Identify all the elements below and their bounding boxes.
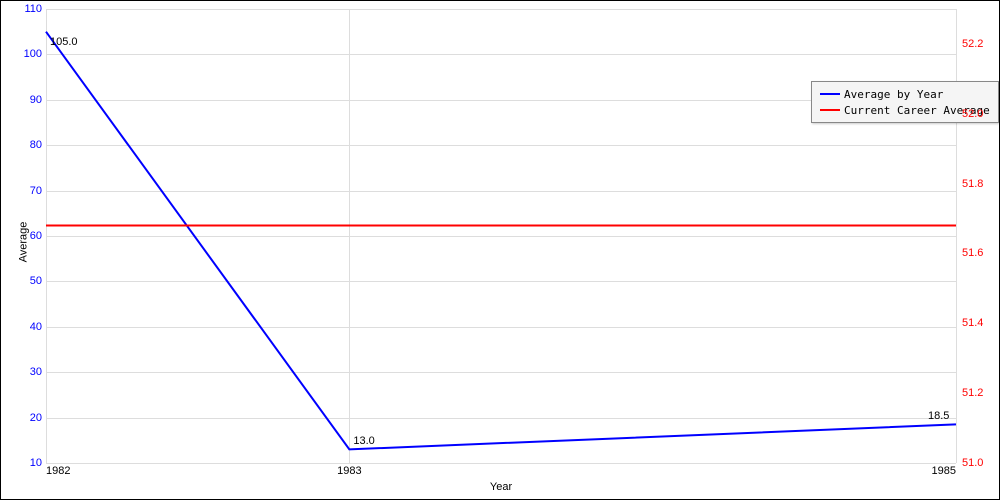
y-left-tick-label: 30 [22, 366, 42, 378]
chart-container: Average Year Average by YearCurrent Care… [0, 0, 1000, 500]
y-right-tick-label: 51.4 [962, 317, 983, 329]
y-left-tick-label: 70 [22, 185, 42, 197]
y-right-tick-label: 51.6 [962, 247, 983, 259]
gridline-v [956, 9, 957, 463]
y-right-tick-label: 52.2 [962, 38, 983, 50]
chart-lines [46, 9, 956, 463]
y-right-tick-label: 51.8 [962, 178, 983, 190]
legend-label: Average by Year [844, 88, 943, 101]
plot-area [46, 9, 956, 463]
x-tick-label: 1983 [337, 465, 361, 477]
y-left-tick-label: 20 [22, 412, 42, 424]
y-left-tick-label: 110 [22, 3, 42, 15]
x-tick-label: 1985 [932, 465, 956, 477]
y-left-tick-label: 90 [22, 94, 42, 106]
legend-swatch [820, 109, 840, 111]
legend-item: Average by Year [820, 86, 990, 102]
gridline-h [46, 463, 956, 464]
x-tick-label: 1982 [46, 465, 70, 477]
x-axis-title: Year [490, 481, 512, 493]
point-label: 13.0 [353, 435, 374, 447]
point-label: 18.5 [928, 410, 949, 422]
point-label: 105.0 [50, 36, 78, 48]
y-left-tick-label: 60 [22, 230, 42, 242]
y-left-tick-label: 80 [22, 139, 42, 151]
y-left-tick-label: 40 [22, 321, 42, 333]
y-right-tick-label: 51.2 [962, 387, 983, 399]
y-right-tick-label: 51.0 [962, 457, 983, 469]
y-right-tick-label: 52.0 [962, 108, 983, 120]
y-left-tick-label: 50 [22, 275, 42, 287]
legend-swatch [820, 93, 840, 95]
y-axis-title: Average [17, 222, 29, 263]
y-left-tick-label: 100 [22, 48, 42, 60]
y-left-tick-label: 10 [22, 457, 42, 469]
